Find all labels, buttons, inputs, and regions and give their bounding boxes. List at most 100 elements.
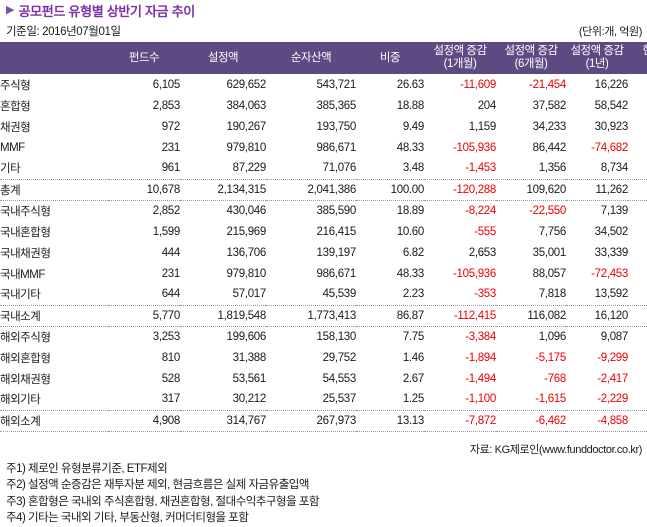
cell-setup: 190,267 — [226, 120, 266, 133]
cell-chg1m: -112,415 — [424, 304, 496, 327]
cell-share: 48.33 — [396, 141, 424, 154]
table-row: 국내혼합형 1,599 215,969 216,415 10.60 -555 7,756 34… — [0, 221, 647, 242]
table-body: 주식형 6,105 629,652 543,721 26.63 -11,609 -21,45… — [0, 74, 647, 432]
cell-chg1m: -353 — [474, 288, 496, 301]
cell-chg6m: 35,001 — [532, 246, 566, 259]
cell-chg1m: -11,609 — [459, 78, 496, 91]
cell-chg6m: 109,620 — [496, 178, 566, 201]
col-header-cashflow-1y: 현금흐름 (1년) — [628, 42, 647, 74]
row-label: 채권형 — [0, 121, 31, 134]
row-label: 해외채권형 — [0, 373, 51, 386]
cell-chg6m: 7,756 — [538, 225, 566, 238]
col-header-change-6m: 설정액 증감 (6개월) — [496, 42, 566, 74]
cell-flow1y: 78,131 — [628, 158, 647, 179]
cell-nav: 2,041,386 — [266, 178, 356, 201]
table-row: 국내채권형 444 136,706 139,197 6.82 2,653 35,001 33,… — [0, 242, 647, 263]
cell-setup: 30,212 — [232, 393, 266, 406]
row-label: 국내채권형 — [0, 247, 51, 260]
cell-setup: 199,606 — [226, 330, 266, 343]
cell-chg1y: 11,262 — [566, 178, 628, 201]
cell-chg1y: -72,453 — [591, 267, 628, 280]
table-row: 해외혼합형 810 31,388 29,752 1.46 -1,894 -5,175 -9,2… — [0, 347, 647, 368]
row-label: 해외소계 — [0, 409, 108, 432]
cell-share: 1.25 — [402, 393, 424, 406]
cell-chg1y: -2,417 — [597, 372, 628, 385]
cell-flow1y: 85,643 — [628, 389, 647, 410]
cell-count: 644 — [161, 288, 180, 301]
col-header-nav: 순자산액 — [266, 42, 356, 74]
cell-flow1y: 31,881 — [628, 221, 647, 242]
table-row-subtotal: 해외소계 4,908 314,767 267,973 13.13 -7,872 -6,462… — [0, 409, 647, 432]
cell-flow1y: -62,483 — [628, 263, 647, 284]
page-title-bar: ▶ 공모펀드 유형별 상반기 자금 추이 — [0, 0, 647, 20]
cell-count: 10,678 — [108, 178, 180, 201]
cell-setup: 384,063 — [226, 99, 266, 112]
cell-share: 18.89 — [396, 204, 424, 217]
cell-flow1y: 31,097 — [628, 116, 647, 137]
cell-count: 972 — [161, 120, 180, 133]
cell-share: 1.46 — [402, 351, 424, 364]
cell-share: 13.13 — [356, 409, 424, 432]
cell-nav: 216,415 — [316, 225, 356, 238]
col-header-count-l1: 펀드수 — [128, 51, 160, 64]
cell-chg6m: -21,454 — [529, 78, 566, 91]
cell-count: 2,853 — [152, 99, 180, 112]
cell-flow1y: 5,600 — [628, 74, 647, 95]
cell-setup: 979,810 — [226, 267, 266, 280]
cell-count: 528 — [161, 372, 180, 385]
cell-chg1m: -8,224 — [465, 204, 496, 217]
cell-nav: 193,750 — [316, 120, 356, 133]
cell-setup: 314,767 — [180, 409, 266, 432]
cell-setup: 629,652 — [226, 78, 266, 91]
cell-chg1m: 2,653 — [468, 246, 496, 259]
cell-nav: 986,671 — [316, 267, 356, 280]
cell-chg1m: -7,872 — [424, 409, 496, 432]
cell-share: 18.88 — [396, 99, 424, 112]
col-header-nav-l1: 순자산액 — [290, 51, 332, 64]
cell-setup: 1,819,548 — [180, 304, 266, 327]
cell-count: 444 — [161, 246, 180, 259]
caption-row: 기준일: 2016년07월01일 (단위:개, 억원) — [0, 20, 647, 42]
page-title: 공모펀드 유형별 상반기 자금 추이 — [18, 3, 195, 19]
cell-share: 100.00 — [356, 178, 424, 201]
cell-count: 810 — [161, 351, 180, 364]
row-label: 혼합형 — [0, 100, 31, 113]
cell-chg1y: -74,682 — [591, 141, 628, 154]
cell-share: 48.33 — [396, 267, 424, 280]
cell-chg1m: -105,936 — [453, 141, 496, 154]
cell-nav: 29,752 — [322, 351, 356, 364]
cell-chg6m: 88,057 — [532, 267, 566, 280]
cell-chg1m: -105,936 — [453, 267, 496, 280]
cell-count: 231 — [161, 141, 180, 154]
cell-nav: 139,197 — [316, 246, 356, 259]
row-label: 총계 — [0, 178, 108, 201]
table-row: 해외채권형 528 53,561 54,553 2.67 -1,494 -768 -2,417… — [0, 368, 647, 389]
cell-share: 10.60 — [396, 225, 424, 238]
cell-setup: 57,017 — [232, 288, 266, 301]
cell-share: 7.75 — [402, 330, 424, 343]
cell-count: 4,908 — [108, 409, 180, 432]
cell-share: 6.82 — [402, 246, 424, 259]
cell-nav: 267,973 — [266, 409, 356, 432]
cell-flow1y: -8,153 — [628, 304, 647, 327]
cell-chg6m: -768 — [544, 372, 566, 385]
cell-setup: 979,810 — [226, 141, 266, 154]
cell-chg1m: -1,453 — [465, 162, 496, 175]
footnotes: 주1) 제로인 유형분류기준, ETF제외 주2) 설정액 순증감은 재투자분 제… — [0, 457, 647, 527]
row-label: 국내소계 — [0, 304, 108, 327]
cell-flow1y: 1,396 — [628, 368, 647, 389]
cell-count: 3,253 — [152, 330, 180, 343]
col-header-setup: 설정액 — [180, 42, 266, 74]
cell-chg1y: 7,139 — [600, 204, 628, 217]
cell-flow1y: 52,297 — [628, 95, 647, 116]
table-header: 펀드수 설정액 순자산액 비중 설정액 증감 (1개월) 설정액 증감 (6개월… — [0, 42, 647, 74]
footnote-1: 주1) 제로인 유형분류기준, ETF제외 — [6, 462, 168, 475]
table-row: 혼합형 2,853 384,063 385,365 18.88 204 37,582 58,5… — [0, 95, 647, 116]
cell-flow1y: -6,238 — [628, 284, 647, 305]
cell-chg1y: -9,299 — [597, 351, 628, 364]
cell-share: 2.67 — [402, 372, 424, 385]
cell-count: 231 — [161, 267, 180, 280]
cell-chg1m: -1,494 — [465, 372, 496, 385]
cell-flow1y: 76,215 — [628, 178, 647, 201]
fund-flow-table: 펀드수 설정액 순자산액 비중 설정액 증감 (1개월) 설정액 증감 (6개월… — [0, 42, 647, 432]
